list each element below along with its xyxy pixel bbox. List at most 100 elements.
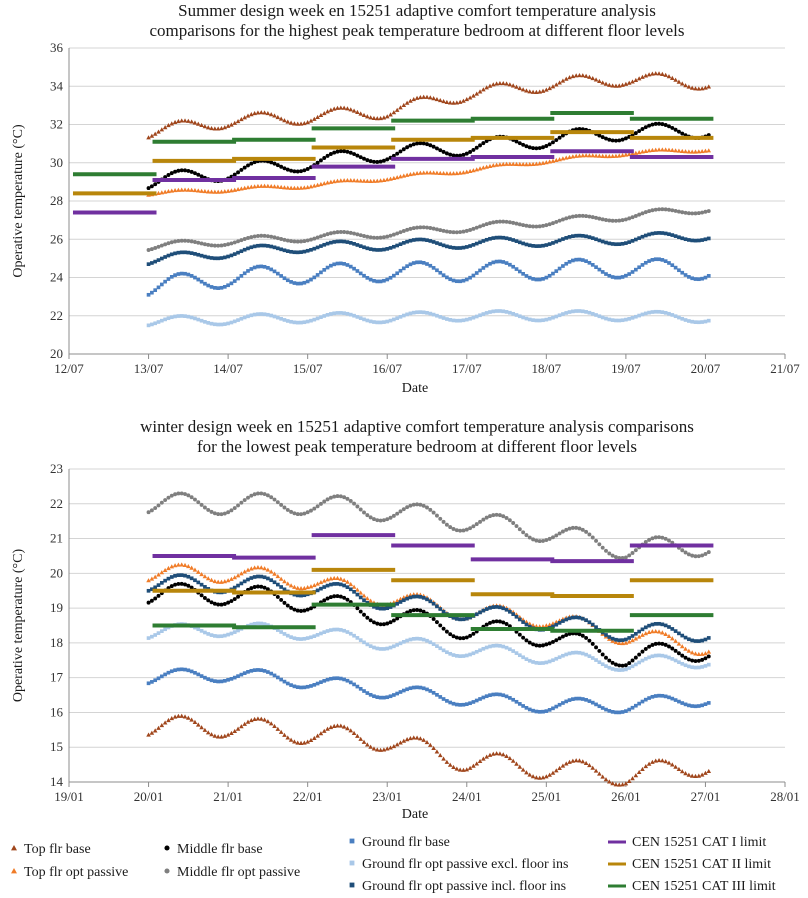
data-point <box>425 225 429 230</box>
data-point <box>468 633 473 638</box>
data-point <box>481 608 486 613</box>
data-point <box>633 131 638 136</box>
data-point <box>266 670 270 674</box>
y-tick-label: 16 <box>50 704 64 719</box>
data-point <box>368 644 373 648</box>
data-point <box>487 163 493 168</box>
data-point <box>275 675 280 680</box>
data-point <box>687 319 691 323</box>
data-point <box>554 314 559 319</box>
data-point <box>351 108 357 113</box>
data-point <box>236 674 240 678</box>
data-point <box>348 728 354 733</box>
data-point <box>660 641 665 646</box>
data-point <box>613 138 618 143</box>
data-point <box>375 235 380 240</box>
data-point <box>669 636 675 641</box>
data-point <box>580 258 585 262</box>
data-point <box>468 701 472 706</box>
data-point <box>564 699 569 704</box>
data-point <box>690 276 695 281</box>
data-point <box>272 580 277 585</box>
data-point <box>232 187 238 192</box>
data-point <box>663 536 668 541</box>
data-point <box>600 706 605 710</box>
data-point <box>647 259 651 263</box>
data-point <box>199 253 204 258</box>
data-point <box>511 521 516 525</box>
data-point <box>524 533 529 538</box>
data-point <box>441 228 446 233</box>
data-point <box>468 149 473 154</box>
data-point <box>269 234 274 239</box>
data-point <box>667 232 671 237</box>
data-point <box>474 761 480 766</box>
data-point <box>332 594 337 599</box>
data-point <box>468 652 472 657</box>
data-point <box>418 170 423 175</box>
data-point <box>444 151 449 156</box>
data-point <box>544 160 549 165</box>
data-point <box>368 692 373 697</box>
data-point <box>355 232 360 237</box>
data-point <box>610 636 615 641</box>
data-point <box>338 494 343 499</box>
data-point <box>199 188 204 193</box>
data-point <box>375 518 380 523</box>
data-point <box>478 519 482 524</box>
data-point <box>199 571 204 577</box>
data-point <box>259 264 264 269</box>
data-point <box>368 115 373 120</box>
data-point <box>448 229 453 234</box>
data-point <box>624 241 628 245</box>
data-point <box>454 654 459 658</box>
data-point <box>471 631 476 636</box>
data-point <box>478 240 482 245</box>
data-point <box>471 226 476 231</box>
data-point <box>584 529 589 534</box>
data-point <box>352 152 357 157</box>
data-point <box>551 221 555 226</box>
data-point <box>679 81 685 86</box>
data-point <box>454 153 459 158</box>
data-point <box>338 149 343 154</box>
data-point <box>355 269 360 273</box>
data-point <box>458 318 462 323</box>
data-point <box>464 653 469 658</box>
data-point <box>421 609 426 614</box>
data-point <box>564 617 569 622</box>
data-point <box>239 724 244 729</box>
data-point <box>670 696 675 701</box>
data-point <box>617 710 622 715</box>
data-point <box>159 318 164 323</box>
data-point <box>292 636 297 641</box>
data-point <box>385 247 390 251</box>
legend-item: Top flr base <box>11 842 91 857</box>
data-point <box>511 697 516 702</box>
data-point <box>341 724 347 729</box>
legend-label: CEN 15251 CAT II limit <box>632 857 771 872</box>
data-point <box>687 637 691 642</box>
data-point <box>368 235 373 240</box>
data-point <box>352 313 356 318</box>
data-point <box>411 608 416 613</box>
data-point <box>544 774 549 779</box>
data-point <box>623 640 629 645</box>
data-point <box>302 636 307 641</box>
data-point <box>464 228 469 233</box>
data-point <box>527 707 532 712</box>
data-point <box>292 250 297 255</box>
data-point <box>640 211 645 216</box>
x-tick-label: 19/07 <box>611 361 641 376</box>
data-point <box>398 149 403 154</box>
data-point <box>531 642 536 647</box>
data-point <box>415 260 419 265</box>
data-point <box>474 241 479 246</box>
data-point <box>408 637 413 642</box>
data-point <box>345 678 350 683</box>
data-point <box>434 620 439 625</box>
data-point <box>660 310 665 315</box>
data-point <box>405 638 409 643</box>
data-point <box>322 678 327 683</box>
data-point <box>385 277 390 282</box>
